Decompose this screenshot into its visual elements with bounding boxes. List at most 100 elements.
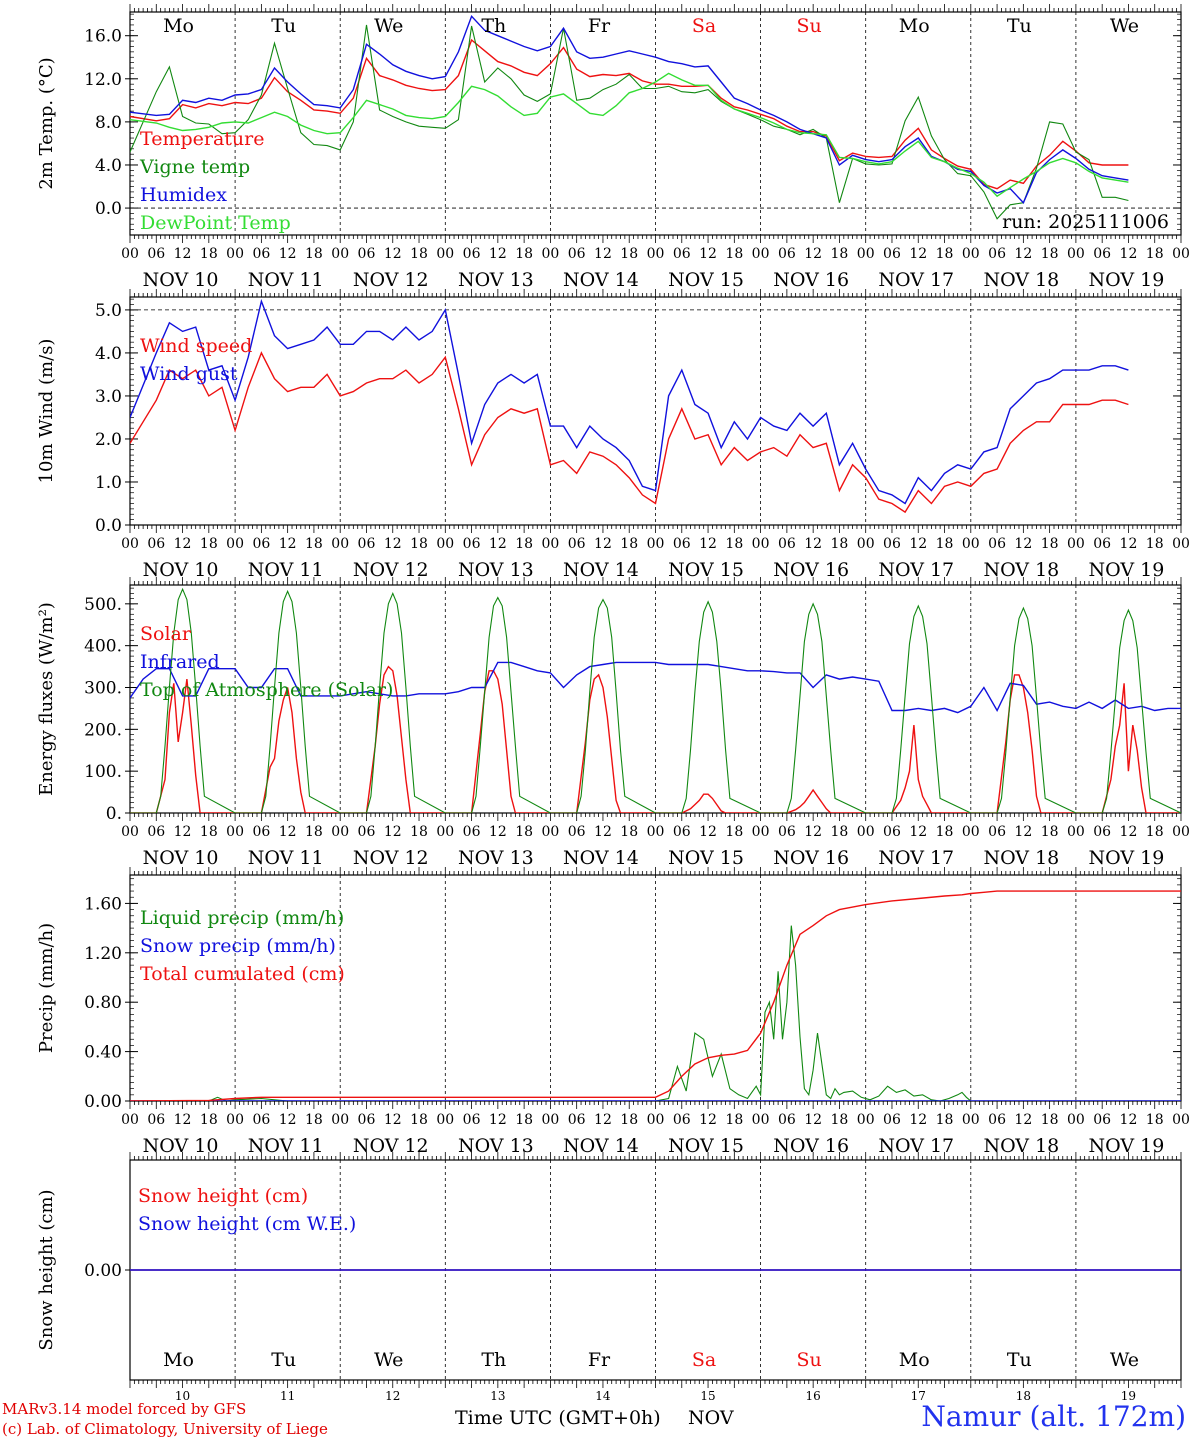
- hour-label: 12: [489, 536, 507, 552]
- date-label: NOV 12: [353, 559, 429, 581]
- date-label: NOV 17: [878, 847, 954, 869]
- date-label: NOV 17: [878, 269, 954, 291]
- hour-label: 18: [200, 246, 218, 262]
- date-label: NOV 13: [458, 269, 534, 291]
- hour-label: 12: [804, 824, 822, 840]
- legend-entry: Humidex: [140, 184, 227, 206]
- y-tick-label: 3.0: [95, 387, 122, 407]
- hour-label: 12: [699, 824, 717, 840]
- date-label: NOV 16: [773, 269, 849, 291]
- panel-wind: 0.0 1.0 2.0 3.0 4.0 5.0 10m Wind (m/s) Wind spe…: [36, 289, 1190, 581]
- date-label: NOV 18: [983, 559, 1059, 581]
- hour-label: 18: [1146, 536, 1164, 552]
- hour-label: 00: [1067, 1112, 1085, 1128]
- hour-label: 00: [541, 1112, 559, 1128]
- series-line-top-of-atmosphere-solar-: [130, 587, 1181, 813]
- hour-label: 06: [568, 1112, 586, 1128]
- date-label: NOV 14: [563, 847, 639, 869]
- y-tick-label: 0.40: [84, 1043, 122, 1063]
- y-axis-label: Precip (mm/h): [36, 923, 57, 1053]
- day-number-label: 12: [385, 1389, 400, 1403]
- hour-label: 12: [489, 246, 507, 262]
- date-label: NOV 10: [143, 559, 219, 581]
- hour-label: 00: [752, 824, 770, 840]
- day-number-label: 17: [911, 1389, 926, 1403]
- hour-label: 12: [174, 1112, 192, 1128]
- hour-label: 12: [804, 1112, 822, 1128]
- day-number-label: 19: [1121, 1389, 1136, 1403]
- date-label: NOV 13: [458, 559, 534, 581]
- hour-label: 18: [831, 1112, 849, 1128]
- y-tick-label: 4.0: [95, 156, 122, 176]
- hour-label: 12: [594, 1112, 612, 1128]
- hour-label: 06: [252, 536, 270, 552]
- y-tick-label: 1.60: [84, 894, 122, 914]
- run-annotation: run: 2025111006: [1002, 211, 1169, 233]
- weekday-label: Tu: [1007, 1349, 1032, 1371]
- legend-entry: Liquid precip (mm/h): [140, 907, 344, 929]
- date-label: NOV 11: [248, 1135, 324, 1157]
- hour-label: 18: [1146, 824, 1164, 840]
- hour-label: 06: [252, 1112, 270, 1128]
- hour-label: 12: [1120, 246, 1138, 262]
- hour-label: 06: [358, 536, 376, 552]
- hour-label: 18: [200, 824, 218, 840]
- hour-label: 18: [620, 536, 638, 552]
- date-label: NOV 11: [248, 269, 324, 291]
- hour-label: 12: [804, 536, 822, 552]
- hour-label: 12: [1014, 246, 1032, 262]
- y-tick-label: 0.00: [84, 1092, 122, 1112]
- hour-label: 18: [305, 246, 323, 262]
- hour-label: 12: [1014, 536, 1032, 552]
- hour-label: 12: [1120, 536, 1138, 552]
- hour-label: 18: [515, 246, 533, 262]
- weekday-label: Fr: [588, 1349, 611, 1371]
- day-number-label: 18: [1016, 1389, 1031, 1403]
- panel-snow: 0.00 Snow height (cm) Snow height (cm) Snow…: [36, 1152, 1182, 1403]
- y-tick-label: 1.20: [84, 944, 122, 964]
- hour-label: 12: [1014, 1112, 1032, 1128]
- hour-label: 00: [857, 824, 875, 840]
- hour-label: 06: [1093, 1112, 1111, 1128]
- weekday-label: Su: [797, 1349, 822, 1371]
- hour-label: 00: [226, 536, 244, 552]
- hour-label: 00: [436, 824, 454, 840]
- hour-label: 06: [673, 1112, 691, 1128]
- legend-entry: Snow height (cm): [138, 1185, 308, 1207]
- hour-label: 00: [121, 824, 139, 840]
- legend-entry: Temperature: [140, 128, 264, 150]
- hour-label: 12: [174, 536, 192, 552]
- weekday-label: Fr: [588, 15, 611, 37]
- series-line-liquid-precip-mm-h-: [130, 925, 1181, 1101]
- y-tick-label: 100.: [84, 762, 122, 782]
- date-label: NOV 19: [1089, 269, 1165, 291]
- weekday-label: Mo: [163, 15, 194, 37]
- hour-label: 18: [200, 1112, 218, 1128]
- hour-label: 12: [279, 246, 297, 262]
- weekday-label: Tu: [271, 15, 296, 37]
- y-tick-label: 0.0: [95, 199, 122, 219]
- hour-label: 12: [1120, 824, 1138, 840]
- hour-label: 06: [568, 824, 586, 840]
- panel-energy: 0. 100. 200. 300. 400. 500. Energy fluxes (W/m…: [36, 577, 1190, 869]
- hour-label: 18: [831, 824, 849, 840]
- series-line-dewpoint-temp: [130, 72, 1129, 198]
- hour-label: 06: [778, 246, 796, 262]
- hour-label: 12: [909, 536, 927, 552]
- hour-label: 18: [725, 246, 743, 262]
- hour-label: 18: [936, 1112, 954, 1128]
- hour-label: 00: [647, 824, 665, 840]
- date-label: NOV 10: [143, 1135, 219, 1157]
- day-number-label: 16: [806, 1389, 821, 1403]
- hour-label: 06: [988, 246, 1006, 262]
- hour-label: 12: [594, 536, 612, 552]
- hour-label: 00: [647, 536, 665, 552]
- hour-label: 18: [515, 536, 533, 552]
- series-line-wind-speed: [130, 351, 1129, 514]
- hour-label: 06: [778, 536, 796, 552]
- y-axis-label: Energy fluxes (W/m²): [36, 602, 57, 796]
- hour-label: 18: [725, 1112, 743, 1128]
- y-tick-label: 2.0: [95, 430, 122, 450]
- hour-label: 12: [489, 824, 507, 840]
